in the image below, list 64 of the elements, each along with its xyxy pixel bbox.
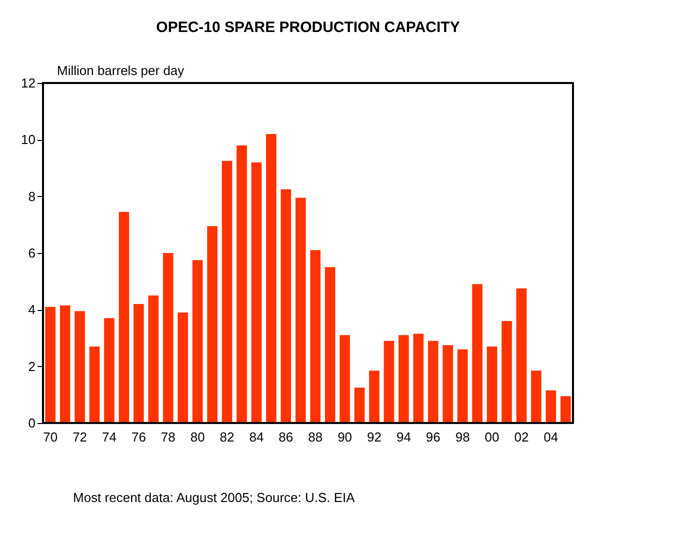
x-tick-label: 70 [43,430,58,444]
bar [398,335,409,423]
bar [324,267,336,423]
x-tick-label: 82 [220,430,234,444]
bar [74,311,85,423]
bar [457,349,468,423]
bar [236,145,247,423]
bar [45,306,56,423]
bar [178,312,188,423]
y-tick-label: 0 [28,416,36,430]
x-tick-label: 86 [278,430,294,444]
y-tick-label: 10 [21,132,36,148]
chart-title: OPEC-10 SPARE PRODUCTION CAPACITY [156,19,460,36]
bar [413,334,424,423]
y-tick-label: 12 [21,76,36,90]
bar [162,253,174,423]
bar [266,134,276,423]
x-tick-label: 04 [544,430,558,444]
x-tick-label: 02 [514,430,529,444]
bar [546,390,556,423]
x-tick-label: 76 [131,430,146,444]
x-tick-label: 72 [72,430,88,444]
bar [118,212,130,423]
x-tick-label: 00 [484,430,500,444]
bar [222,160,232,423]
bar [148,296,159,423]
bar [354,388,365,423]
bar [428,340,438,423]
bar [104,318,114,423]
bar [251,162,262,423]
x-tick-label: 90 [338,430,352,444]
bar [89,346,100,423]
bar [340,335,350,423]
bar [442,345,454,423]
bar [472,284,482,423]
y-tick-label: 6 [28,246,36,260]
bar [280,189,292,423]
x-tick-label: 96 [426,430,440,444]
bar [295,198,306,423]
y-tick-label: 8 [28,188,36,204]
bar [531,370,542,423]
text: Most recent data: August 2005; Source: U.S. EIA [73,490,356,505]
bar [486,346,498,423]
x-tick-label: 92 [367,430,382,444]
bar [516,288,527,423]
bar [134,304,144,423]
bar [192,260,203,423]
bar [207,226,218,423]
x-tick-label: 80 [190,430,205,444]
bar [60,305,70,423]
bar [369,370,380,423]
x-tick-label: 84 [249,430,264,444]
x-tick-label: 94 [396,430,411,444]
bar [384,340,394,423]
bar [502,321,512,423]
x-tick-label: 74 [102,430,116,444]
bar [310,250,321,423]
y-tick-label: 4 [28,302,36,318]
x-tick-label: 88 [308,430,323,444]
x-tick-label: 78 [160,430,176,444]
y-axis-title: Million barrels per day [57,63,185,78]
bar [560,396,571,423]
y-tick-label: 2 [28,358,36,374]
x-tick-label: 98 [455,430,470,444]
